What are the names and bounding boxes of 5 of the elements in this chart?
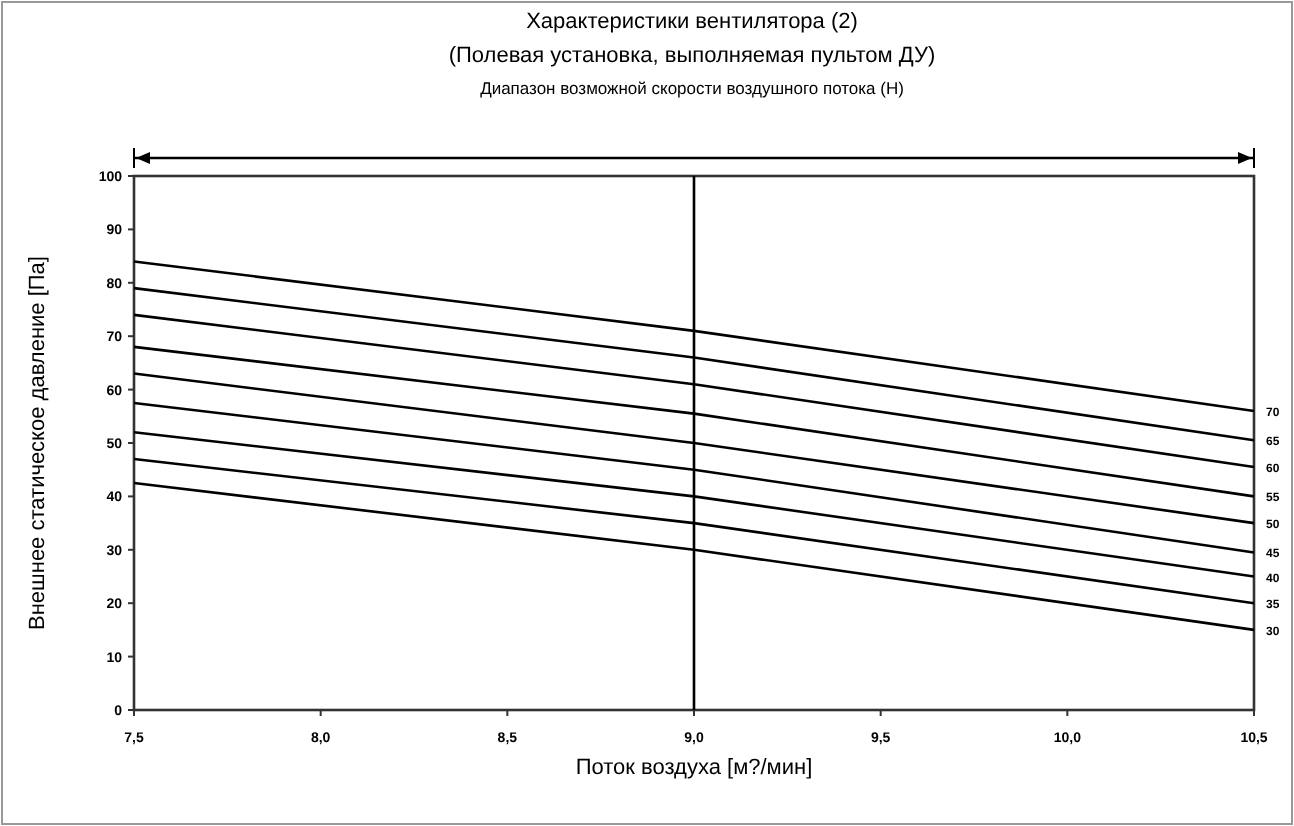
y-axis-title: Внешнее статическое давление [Па] [26,256,50,630]
chart-title: Характеристики вентилятора (2) [526,10,858,34]
chart-subtitle: (Полевая установка, выполняемая пультом ДУ) [448,44,936,68]
text: Диапазон возможной скорости воздушного потока (H) [480,78,905,98]
x-axis-title: Поток воздуха [м?/мин] [575,756,813,780]
